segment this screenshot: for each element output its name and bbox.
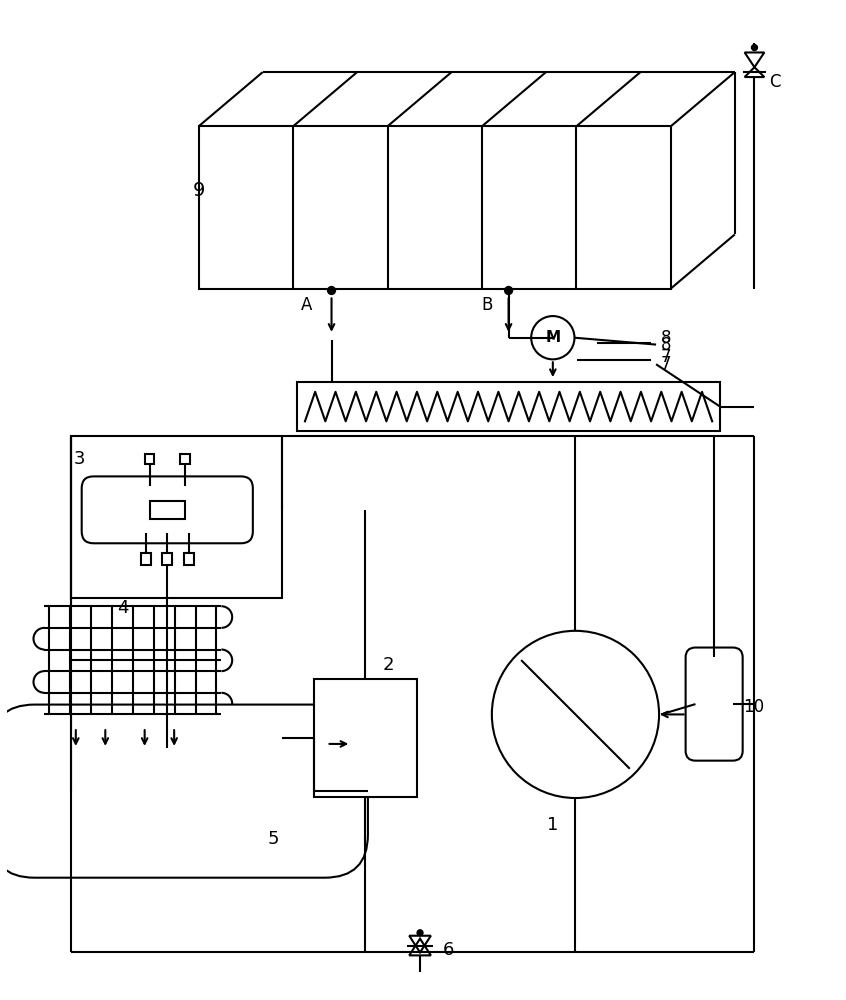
Circle shape: [141, 721, 147, 727]
Text: C: C: [769, 73, 781, 91]
Text: 2: 2: [383, 656, 394, 674]
Bar: [180, 454, 190, 464]
Circle shape: [327, 287, 336, 294]
Circle shape: [102, 721, 108, 727]
Bar: [184, 553, 194, 565]
FancyBboxPatch shape: [685, 648, 743, 761]
Bar: [314, 679, 417, 797]
Bar: [162, 553, 173, 565]
Bar: [150, 501, 185, 519]
Text: 8: 8: [661, 329, 671, 347]
Text: 3: 3: [74, 450, 85, 468]
Circle shape: [73, 721, 79, 727]
Bar: [71, 436, 283, 598]
FancyBboxPatch shape: [82, 476, 253, 543]
Text: 5: 5: [267, 830, 279, 848]
Circle shape: [751, 45, 757, 51]
Text: 8: 8: [661, 336, 671, 354]
Text: 9: 9: [193, 181, 205, 200]
Bar: [140, 553, 151, 565]
Text: B: B: [481, 296, 492, 314]
Text: M: M: [546, 330, 560, 345]
Bar: [145, 454, 155, 464]
Text: 6: 6: [442, 941, 454, 959]
Text: A: A: [301, 296, 313, 314]
Text: 10: 10: [743, 698, 764, 716]
FancyBboxPatch shape: [0, 705, 368, 878]
Circle shape: [171, 721, 177, 727]
Bar: [199, 126, 671, 289]
Circle shape: [417, 930, 423, 936]
Text: 7: 7: [661, 348, 671, 366]
Text: 1: 1: [547, 816, 558, 834]
Circle shape: [504, 287, 513, 294]
Text: 4: 4: [118, 599, 129, 617]
Text: 7: 7: [661, 355, 671, 373]
Bar: [297, 382, 720, 431]
